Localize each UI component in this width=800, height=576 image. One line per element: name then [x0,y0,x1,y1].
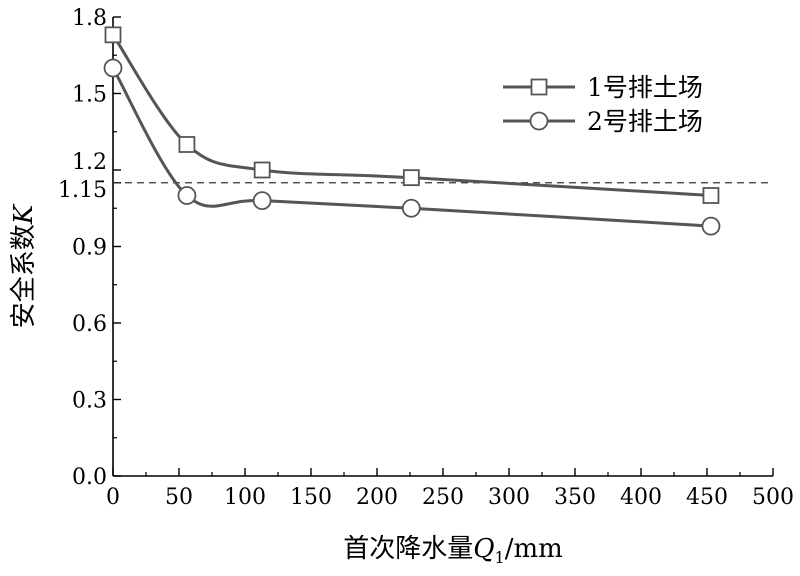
x-tick-label: 200 [356,485,398,510]
x-tick-label: 300 [488,485,530,510]
x-tick-label: 500 [752,485,794,510]
legend: 1号排土场 2号排土场 [503,73,703,136]
x-axis-label: 首次降水量Q1/mm [343,534,563,567]
y-tick-label: 0.0 [72,465,107,490]
data-point [252,191,272,211]
x-tick-label: 50 [165,485,193,510]
axes: 0 50 100 150 200 250 300 350 400 450 500 0.0 0.3 0.6 0… [58,6,794,510]
legend-label: 1号排土场 [587,73,703,102]
data-point [702,187,720,204]
data-point [177,186,197,205]
data-point [401,198,421,218]
y-tick-label: 1.8 [72,6,107,31]
series-line [111,67,712,228]
y-tick-label: 1.2 [72,150,107,175]
x-tick-label: 250 [422,485,464,510]
data-point [402,169,420,187]
legend-item: 1号排土场 [503,73,703,102]
x-tick-label: 400 [620,485,662,510]
data-point [701,216,721,236]
x-tick-label: 0 [106,485,120,510]
y-tick-label: 0.3 [72,389,107,414]
x-tick-label: 150 [290,485,332,510]
x-tick-label: 450 [686,485,728,510]
series-layer [103,26,721,236]
data-point [178,136,196,153]
y-tick-label: 1.5 [72,83,107,108]
legend-label: 2号排土场 [587,107,703,136]
y-tick-label: 0.6 [72,312,107,337]
data-point [104,26,122,44]
data-point [103,58,123,78]
data-point [253,161,271,179]
legend-marker [530,78,548,96]
x-tick-label: 100 [224,485,266,510]
y-tick-label: 0.9 [72,236,107,261]
legend-item: 2号排土场 [503,107,703,136]
series-line [111,34,712,197]
series-2 [103,58,721,236]
y-tick-label: 1.15 [58,178,107,203]
axis-labels: 首次降水量Q1/mm 安全系数K [9,203,563,567]
y-axis-label: 安全系数K [9,203,39,328]
legend-marker [529,111,549,131]
series-1 [104,26,720,204]
x-tick-label: 350 [554,485,596,510]
